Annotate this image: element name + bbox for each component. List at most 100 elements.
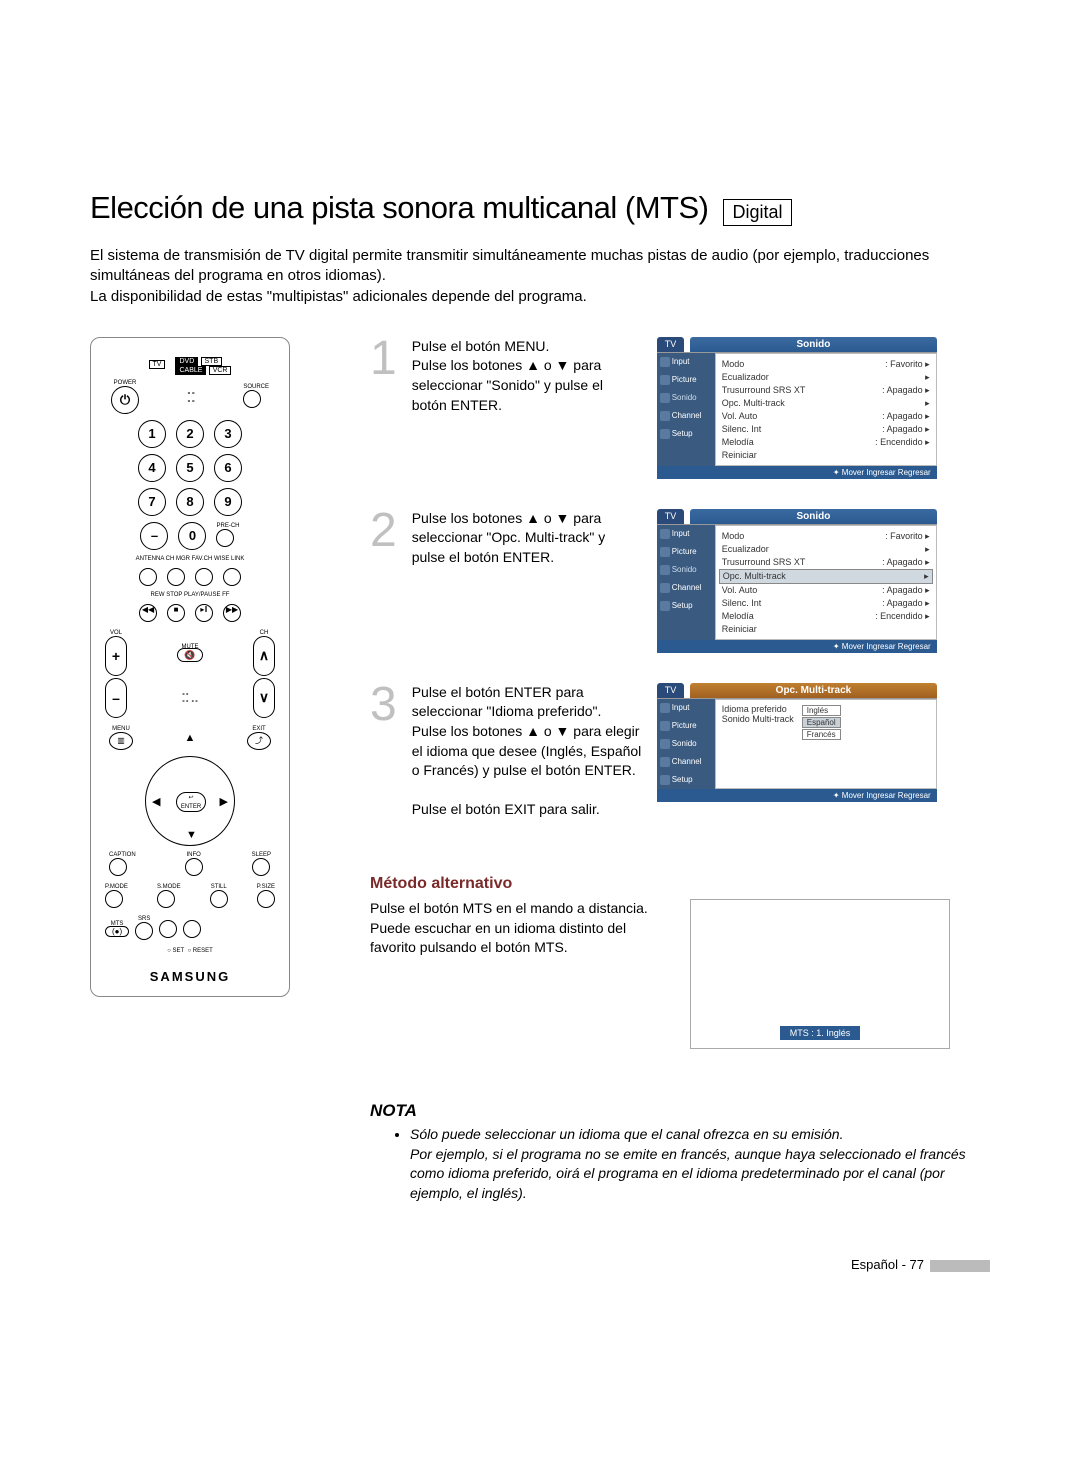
osd-menu-line: Ecualizador ▸ — [722, 371, 930, 384]
mute-button[interactable]: 🔇 — [177, 648, 202, 662]
digit-9[interactable]: 9 — [214, 488, 242, 516]
srs-button[interactable] — [135, 922, 153, 940]
osd-menu-line: Silenc. Int: Apagado ▸ — [722, 597, 930, 610]
osd-side-item: Setup — [657, 425, 715, 443]
chmgr-button[interactable] — [167, 568, 185, 586]
osd-side-item: Sonido — [657, 735, 715, 753]
digit-4[interactable]: 4 — [138, 454, 166, 482]
alt-heading: Método alternativo — [370, 875, 990, 893]
page-footer: Español - 77 — [90, 1257, 990, 1272]
vol-up[interactable]: + — [105, 636, 127, 676]
psize-button[interactable] — [257, 890, 275, 908]
reset-label: RESET — [193, 948, 213, 954]
caption-button[interactable] — [109, 858, 127, 876]
still-label: STILL — [210, 884, 228, 890]
pmode-label: P.MODE — [105, 884, 128, 890]
osd-side-item: Sonido — [657, 389, 715, 407]
osd-side-item: Input — [657, 525, 715, 543]
step-text-3: Pulse el botón ENTER para seleccionar "I… — [412, 683, 642, 820]
alt-text: Pulse el botón MTS en el mando a distanc… — [370, 899, 670, 1049]
ch-up[interactable]: ∧ — [253, 636, 275, 676]
digital-badge: Digital — [723, 199, 791, 226]
osd-side-item: Channel — [657, 753, 715, 771]
digit-0[interactable]: 0 — [178, 522, 206, 550]
mode-vcr: VCR — [209, 366, 232, 375]
exit-button[interactable]: ⤴ — [247, 732, 271, 750]
sleep-label: SLEEP — [252, 852, 271, 858]
pmode-button[interactable] — [105, 890, 123, 908]
rew-button[interactable]: ◀◀ — [139, 604, 157, 622]
digit-1[interactable]: 1 — [138, 420, 166, 448]
still-button[interactable] — [210, 890, 228, 908]
dpad[interactable]: ◀ ▶ ▼ ↩ENTER — [145, 756, 235, 846]
step-text-1: Pulse el botón MENU. Pulse los botones ▲… — [412, 337, 642, 479]
info-label: INFO — [185, 852, 203, 858]
osd-menu-line: Vol. Auto: Apagado ▸ — [722, 410, 930, 423]
osd-label-sonido: Sonido Multi-track — [722, 714, 794, 724]
blank-button-2[interactable] — [183, 920, 201, 938]
osd-menu-line: Trusurround SRS XT: Apagado ▸ — [722, 384, 930, 397]
digit-2[interactable]: 2 — [176, 420, 204, 448]
remote-control: TV DVD STB CABLE VCR POWER⏻ ∘∘∘∘ SOURCE … — [90, 337, 290, 997]
osd-side-item: Picture — [657, 543, 715, 561]
enter-button[interactable]: ↩ENTER — [176, 792, 206, 812]
osd-menu-line: Trusurround SRS XT: Apagado ▸ — [722, 556, 930, 569]
source-label: SOURCE — [243, 384, 269, 390]
menu-button[interactable]: ▥ — [109, 732, 133, 750]
osd-screenshot-2: TVSonido InputPictureSonidoChannelSetup … — [657, 509, 937, 653]
osd-menu-line: Ecualizador ▸ — [722, 543, 930, 556]
osd-footer: Mover Ingresar Regresar — [842, 791, 931, 800]
power-button[interactable]: ⏻ — [111, 386, 139, 414]
prech-button[interactable] — [216, 529, 234, 547]
info-button[interactable] — [185, 858, 203, 876]
osd-menu-line: Modo: Favorito ▸ — [722, 358, 930, 371]
digit-6[interactable]: 6 — [214, 454, 242, 482]
osd-menu-line: Melodía: Encendido ▸ — [722, 610, 930, 623]
prech-label: PRE-CH — [216, 523, 239, 529]
digit-3[interactable]: 3 — [214, 420, 242, 448]
language-option: Francés — [802, 729, 841, 740]
ch-down[interactable]: ∨ — [253, 678, 275, 718]
osd-tv-tab: TV — [657, 509, 685, 524]
blank-button-1[interactable] — [159, 920, 177, 938]
osd-screenshot-1: TVSonido InputPictureSonidoChannelSetup … — [657, 337, 937, 479]
nota-heading: NOTA — [370, 1101, 990, 1121]
up-arrow[interactable]: ▲ — [185, 732, 196, 744]
mts-button[interactable]: (●) — [105, 926, 129, 937]
play-button[interactable]: ▸‖ — [195, 604, 213, 622]
osd-title: Opc. Multi-track — [690, 683, 936, 698]
osd-menu-line: Silenc. Int: Apagado ▸ — [722, 423, 930, 436]
digit-8[interactable]: 8 — [176, 488, 204, 516]
osd-menu-line: Reiniciar — [722, 623, 930, 635]
sleep-button[interactable] — [252, 858, 270, 876]
step-number-1: 1 — [370, 337, 397, 479]
vol-down[interactable]: – — [105, 678, 127, 718]
osd-tv-tab: TV — [657, 683, 685, 698]
osd-side-item: Setup — [657, 597, 715, 615]
antenna-button[interactable] — [139, 568, 157, 586]
osd-title: Sonido — [690, 509, 936, 524]
osd-footer: Mover Ingresar Regresar — [842, 642, 931, 651]
osd-footer: Mover Ingresar Regresar — [842, 468, 931, 477]
caption-label: CAPTION — [109, 852, 136, 858]
psize-label: P.SIZE — [257, 884, 275, 890]
wiselink-button[interactable] — [223, 568, 241, 586]
mts-badge: MTS : 1. Inglés — [780, 1026, 861, 1040]
samsung-logo: SAMSUNG — [101, 969, 279, 984]
step-number-2: 2 — [370, 509, 397, 653]
source-button[interactable] — [243, 390, 261, 408]
intro-text: El sistema de transmisión de TV digital … — [90, 246, 990, 307]
language-option: Español — [802, 717, 841, 728]
set-label: SET — [172, 948, 184, 954]
osd-menu-line: Reiniciar — [722, 449, 930, 461]
nota-item: Sólo puede seleccionar un idioma que el … — [410, 1125, 990, 1203]
vol-label: VOL — [105, 630, 127, 636]
ff-button[interactable]: ▶▶ — [223, 604, 241, 622]
ch-label: CH — [253, 630, 275, 636]
digit-7[interactable]: 7 — [138, 488, 166, 516]
stop-button[interactable]: ■ — [167, 604, 185, 622]
dash-button[interactable]: – — [140, 522, 168, 550]
favch-button[interactable] — [195, 568, 213, 586]
smode-button[interactable] — [157, 890, 175, 908]
digit-5[interactable]: 5 — [176, 454, 204, 482]
